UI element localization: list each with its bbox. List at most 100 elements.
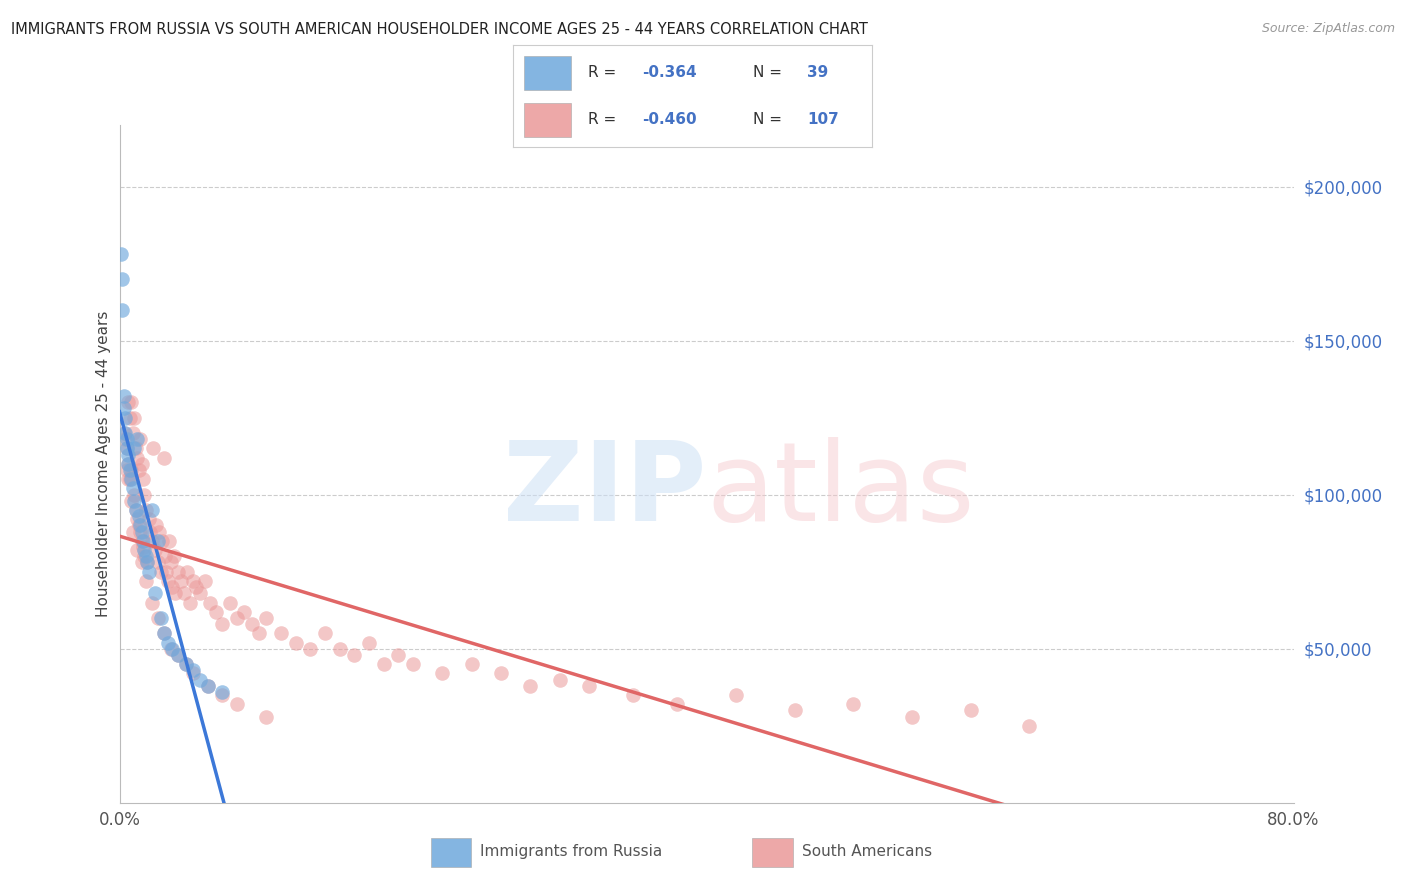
Point	[143, 586, 166, 600]
Y-axis label: Householder Income Ages 25 - 44 years: Householder Income Ages 25 - 44 years	[96, 310, 111, 617]
Point	[128, 518, 150, 533]
Point	[173, 586, 195, 600]
Point	[621, 688, 644, 702]
Text: N =: N =	[754, 65, 787, 80]
Point	[132, 472, 155, 486]
Point	[284, 635, 307, 649]
Point	[141, 503, 163, 517]
Point	[134, 488, 156, 502]
Point	[181, 663, 204, 677]
Point	[131, 533, 153, 548]
Point	[188, 586, 211, 600]
Point	[211, 617, 233, 632]
Point	[129, 518, 152, 533]
Text: R =: R =	[589, 65, 621, 80]
Point	[135, 549, 157, 564]
Point	[141, 595, 163, 609]
Point	[127, 543, 149, 558]
Text: IMMIGRANTS FROM RUSSIA VS SOUTH AMERICAN HOUSEHOLDER INCOME AGES 25 - 44 YEARS C: IMMIGRANTS FROM RUSSIA VS SOUTH AMERICAN…	[11, 22, 868, 37]
Point	[200, 595, 222, 609]
Point	[129, 432, 152, 446]
Point	[122, 493, 145, 508]
Bar	[524, 103, 571, 137]
Point	[135, 574, 157, 588]
Point	[146, 556, 169, 570]
Point	[118, 463, 141, 477]
Point	[132, 540, 155, 554]
Point	[117, 472, 139, 486]
Point	[122, 488, 145, 502]
Point	[124, 442, 146, 456]
Point	[460, 657, 484, 672]
Point	[150, 533, 173, 548]
Point	[139, 524, 162, 539]
Point	[149, 565, 172, 579]
Point	[225, 611, 249, 625]
Point	[136, 556, 159, 570]
Point	[131, 457, 153, 471]
Point	[167, 565, 190, 579]
Text: Source: ZipAtlas.com: Source: ZipAtlas.com	[1261, 22, 1395, 36]
Point	[153, 549, 176, 564]
Point	[188, 673, 211, 687]
Point	[122, 410, 145, 425]
Text: -0.460: -0.460	[643, 112, 697, 128]
Point	[120, 395, 142, 409]
Point	[131, 524, 153, 539]
Bar	[524, 56, 571, 90]
Point	[357, 635, 380, 649]
Point	[225, 697, 249, 711]
Point	[135, 503, 157, 517]
Point	[270, 626, 292, 640]
Text: atlas: atlas	[707, 437, 974, 544]
Point	[115, 432, 138, 446]
Point	[959, 703, 981, 717]
Point	[519, 679, 541, 693]
Point	[124, 503, 146, 517]
Point	[112, 425, 135, 440]
Point	[432, 666, 454, 681]
Point	[112, 389, 135, 403]
Point	[181, 574, 204, 588]
Point	[314, 626, 336, 640]
Point	[329, 641, 352, 656]
Point	[145, 518, 167, 533]
Point	[578, 679, 600, 693]
Text: ZIP: ZIP	[503, 437, 707, 544]
Point	[174, 657, 197, 672]
Point	[489, 666, 512, 681]
Point	[111, 302, 134, 317]
Point	[121, 425, 143, 440]
Point	[117, 457, 139, 471]
Point	[134, 543, 156, 558]
Point	[142, 442, 165, 456]
Point	[152, 450, 174, 465]
Point	[138, 512, 160, 526]
Point	[146, 611, 169, 625]
Bar	[752, 838, 793, 867]
Bar	[430, 838, 471, 867]
Point	[387, 648, 409, 662]
Point	[114, 425, 136, 440]
Point	[218, 595, 240, 609]
Text: 107: 107	[807, 112, 839, 128]
Point	[152, 626, 174, 640]
Point	[299, 641, 322, 656]
Point	[124, 503, 146, 517]
Point	[176, 565, 198, 579]
Point	[146, 533, 169, 548]
Point	[254, 611, 277, 625]
Point	[127, 450, 149, 465]
Point	[148, 524, 170, 539]
Text: Immigrants from Russia: Immigrants from Russia	[481, 844, 662, 859]
Point	[115, 463, 138, 477]
Point	[112, 401, 135, 416]
Point	[134, 549, 156, 564]
Point	[247, 626, 270, 640]
Point	[136, 556, 159, 570]
Text: 39: 39	[807, 65, 828, 80]
Point	[179, 595, 201, 609]
Point	[131, 556, 153, 570]
Point	[548, 673, 571, 687]
Point	[343, 648, 366, 662]
